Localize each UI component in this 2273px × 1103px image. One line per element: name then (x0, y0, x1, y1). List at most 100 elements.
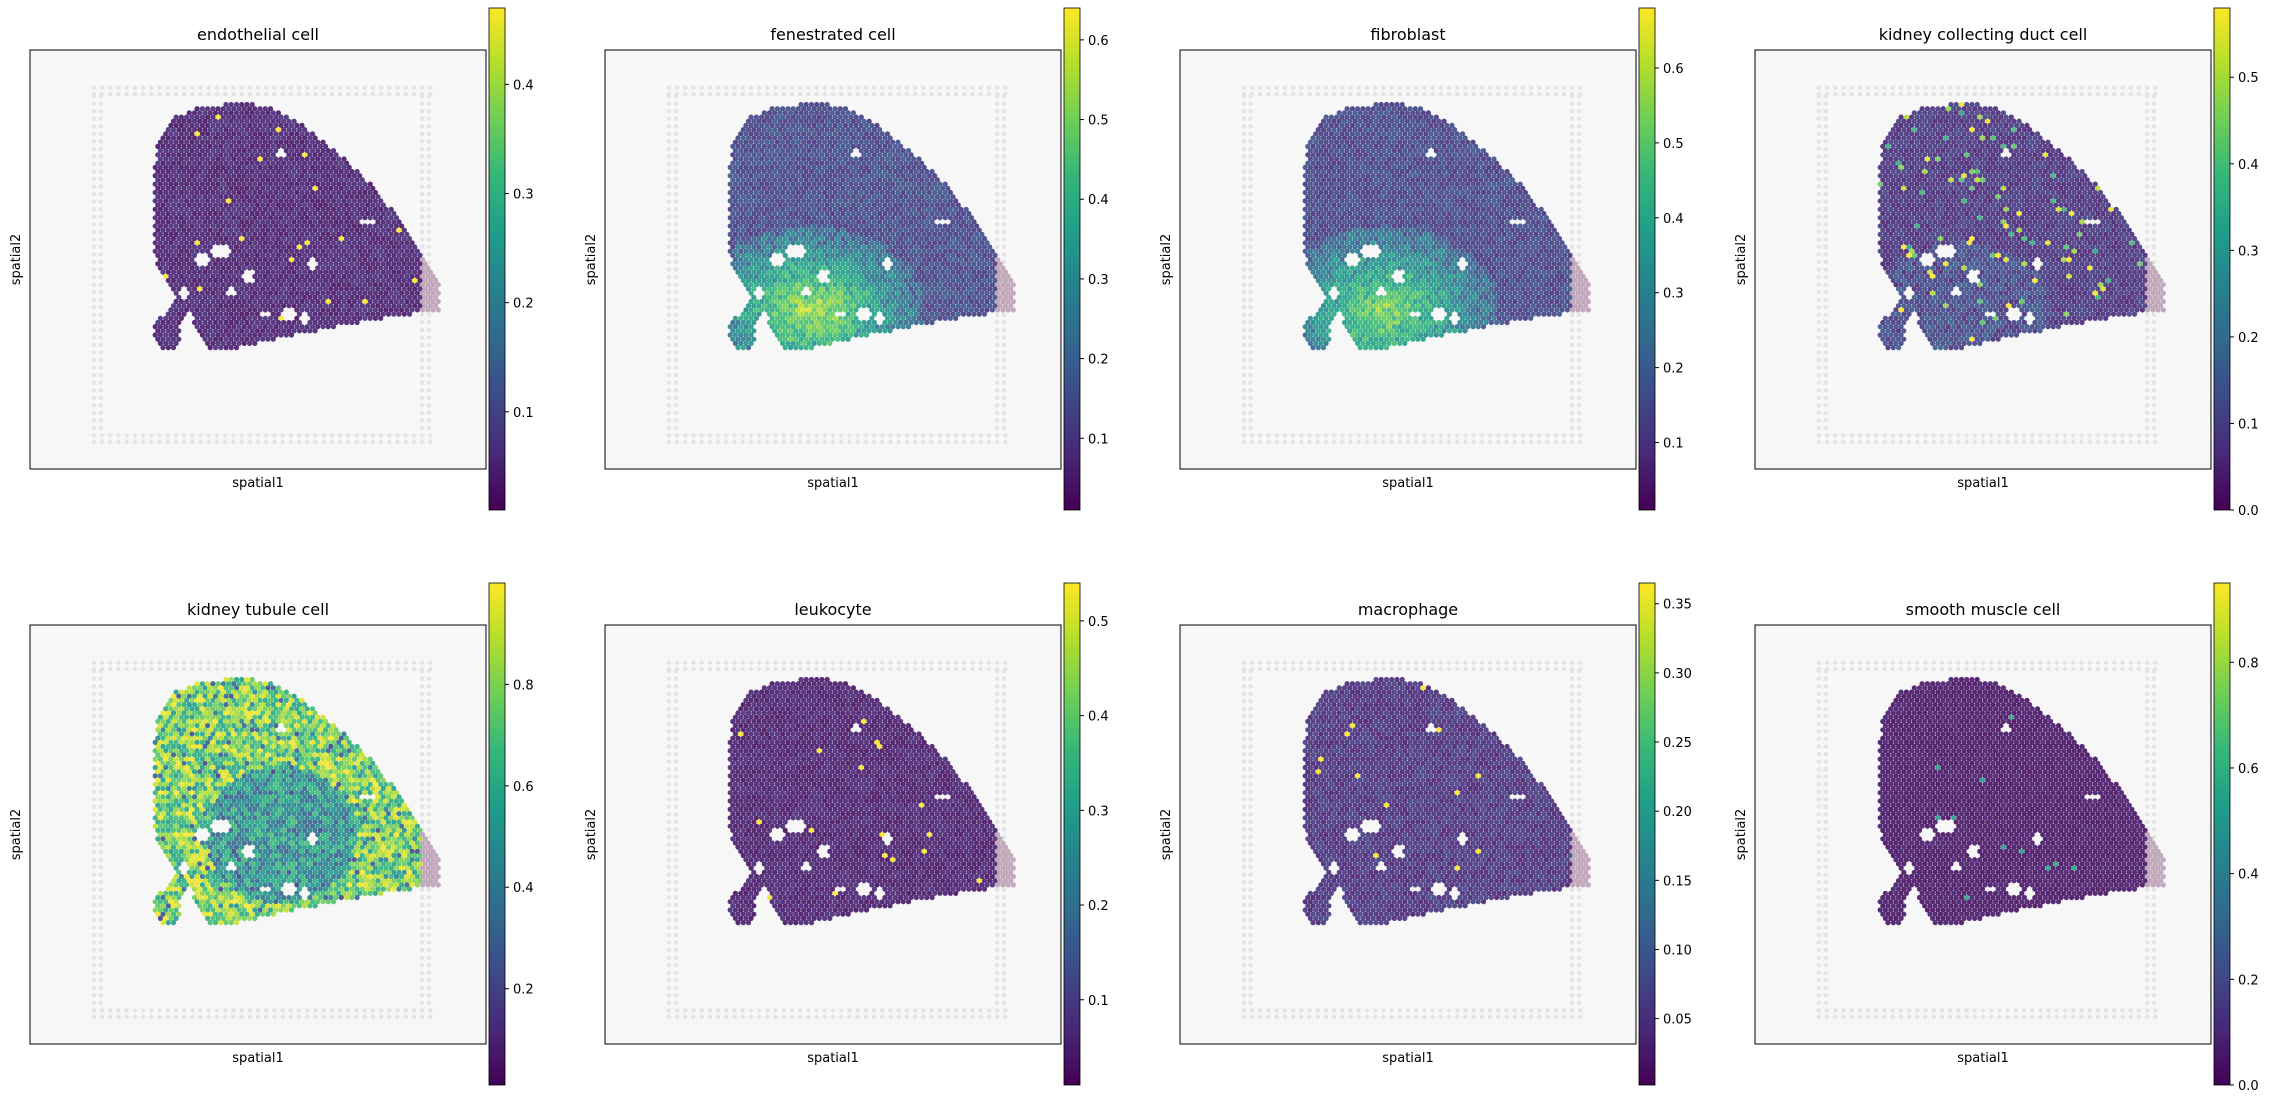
data-point (252, 114, 258, 120)
data-point (170, 194, 177, 200)
data-point (199, 189, 205, 196)
frame-dot (419, 410, 425, 416)
data-point (218, 118, 224, 124)
data-point (163, 206, 169, 212)
frame-dot (198, 91, 203, 97)
frame-dot (91, 244, 97, 250)
frame-dot (1001, 380, 1007, 385)
data-point (223, 118, 229, 124)
data-point (194, 173, 200, 179)
frame-dot (280, 91, 285, 97)
data-point (270, 118, 276, 124)
frame-dot (98, 312, 103, 318)
data-point (320, 156, 326, 162)
frame-dot (666, 244, 672, 250)
data-point (341, 181, 347, 187)
data-point (199, 181, 205, 187)
data-point (252, 173, 258, 179)
data-point (205, 173, 211, 179)
frame-dot (978, 91, 983, 97)
data-point (181, 194, 187, 200)
frame-dot (994, 199, 1000, 204)
data-point (226, 198, 232, 204)
data-point (228, 202, 234, 208)
data-point (344, 202, 350, 208)
frame-dot (426, 116, 432, 121)
data-point (294, 156, 300, 162)
frame-dot (305, 433, 310, 438)
data-point (333, 152, 339, 158)
data-point (328, 177, 334, 183)
data-point (233, 185, 240, 191)
data-point (163, 164, 169, 170)
data-point (249, 202, 255, 208)
data-point (157, 198, 163, 204)
frame-dot (994, 335, 1000, 340)
data-point (157, 206, 163, 212)
frame-dot (426, 237, 432, 242)
data-point (181, 118, 187, 124)
frame-dot (346, 85, 351, 90)
data-point (325, 173, 331, 179)
data-point (291, 143, 297, 149)
data-point (160, 160, 166, 166)
frame-dot (296, 439, 302, 444)
data-point (270, 152, 276, 158)
frame-dot (91, 214, 97, 219)
data-point (181, 127, 187, 133)
data-point (233, 345, 240, 351)
data-point (215, 164, 221, 170)
data-point (231, 114, 237, 120)
data-point (194, 156, 200, 162)
frame-dot (313, 439, 318, 444)
frame-dot (673, 207, 678, 212)
frame-dot (855, 439, 860, 444)
frame-dot (673, 403, 678, 408)
data-point (330, 324, 337, 330)
frame-dot (1001, 222, 1007, 227)
data-point (194, 139, 200, 145)
frame-dot (91, 433, 97, 438)
frame-dot (929, 91, 934, 97)
frame-dot (1001, 184, 1007, 189)
data-point (199, 114, 205, 120)
data-point (199, 156, 205, 162)
frame-dot (91, 229, 97, 235)
frame-dot (91, 395, 97, 400)
frame-dot (666, 342, 672, 348)
data-point (163, 181, 169, 187)
data-point (236, 106, 242, 112)
data-point (346, 173, 352, 179)
frame-dot (426, 161, 432, 167)
data-point (226, 189, 232, 196)
frame-dot (666, 433, 672, 438)
frame-dot (411, 85, 417, 90)
panel-0: endothelial cellspatial1spatial20.10.20.… (9, 7, 534, 511)
data-point (231, 164, 237, 170)
data-point (304, 148, 310, 154)
frame-dot (748, 85, 754, 90)
data-point (265, 135, 271, 141)
data-point (184, 164, 190, 170)
data-point (176, 135, 182, 141)
data-point (304, 181, 310, 187)
frame-dot (756, 433, 762, 438)
data-point (254, 177, 260, 183)
frame-dot (732, 91, 737, 97)
data-point (173, 189, 179, 196)
data-point (291, 185, 297, 191)
frame-dot (994, 395, 1000, 400)
data-point (346, 181, 352, 187)
data-point (210, 206, 216, 212)
data-point (267, 206, 274, 212)
frame-dot (116, 439, 121, 444)
data-point (207, 202, 213, 208)
data-point (328, 168, 334, 175)
frame-dot (673, 101, 678, 106)
frame-dot (814, 85, 819, 90)
data-point (254, 110, 260, 116)
data-point (160, 177, 166, 183)
data-point (163, 173, 169, 179)
frame-dot (773, 91, 778, 97)
data-point (325, 189, 331, 196)
